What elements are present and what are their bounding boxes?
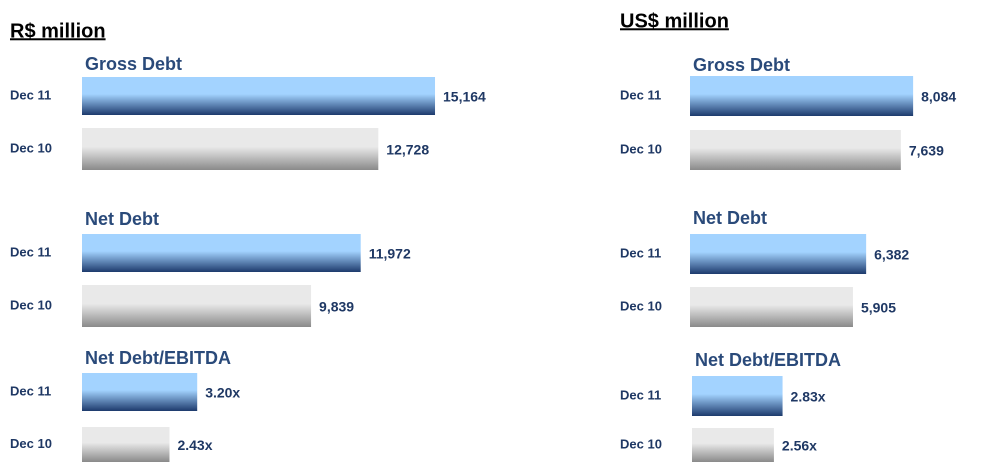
panel-heading: US$ million [620, 10, 729, 32]
bar [82, 373, 198, 411]
bar [690, 234, 867, 274]
category-label: Dec 10 [620, 141, 662, 156]
bar [82, 427, 170, 462]
value-label: 2.56x [782, 438, 817, 454]
value-label: 9,839 [319, 299, 354, 315]
value-label: 8,084 [921, 89, 956, 105]
category-label: Dec 10 [10, 140, 52, 155]
category-label: Dec 11 [10, 87, 51, 102]
value-label: 2.83x [791, 389, 826, 405]
bar [82, 128, 379, 170]
category-label: Dec 10 [620, 436, 662, 451]
value-label: 11,972 [369, 246, 411, 262]
bar [690, 76, 914, 116]
bar [82, 234, 361, 272]
category-label: Dec 11 [620, 387, 661, 402]
bar [690, 287, 853, 327]
value-label: 3.20x [205, 385, 240, 401]
value-label: 6,382 [874, 247, 909, 263]
group-title: Net Debt/EBITDA [695, 350, 841, 370]
group-title: Net Debt/EBITDA [85, 348, 231, 368]
category-label: Dec 11 [10, 244, 51, 259]
category-label: Dec 11 [620, 87, 661, 102]
category-label: Dec 11 [620, 245, 661, 260]
group-title: Net Debt [85, 209, 159, 229]
bar [692, 428, 774, 462]
group-title: Gross Debt [85, 54, 182, 74]
category-label: Dec 10 [10, 436, 52, 451]
value-label: 12,728 [386, 142, 429, 158]
group-title: Gross Debt [693, 55, 790, 75]
bar [82, 285, 312, 327]
bar [690, 130, 901, 170]
value-label: 5,905 [861, 300, 896, 316]
category-label: Dec 10 [620, 298, 662, 313]
value-label: 15,164 [443, 89, 486, 105]
group-title: Net Debt [693, 208, 767, 228]
category-label: Dec 11 [10, 383, 51, 398]
category-label: Dec 10 [10, 297, 52, 312]
bar [82, 77, 436, 115]
value-label: 2.43x [177, 437, 212, 453]
panel-heading: R$ million [10, 20, 106, 42]
bar [692, 376, 783, 416]
value-label: 7,639 [909, 143, 944, 159]
